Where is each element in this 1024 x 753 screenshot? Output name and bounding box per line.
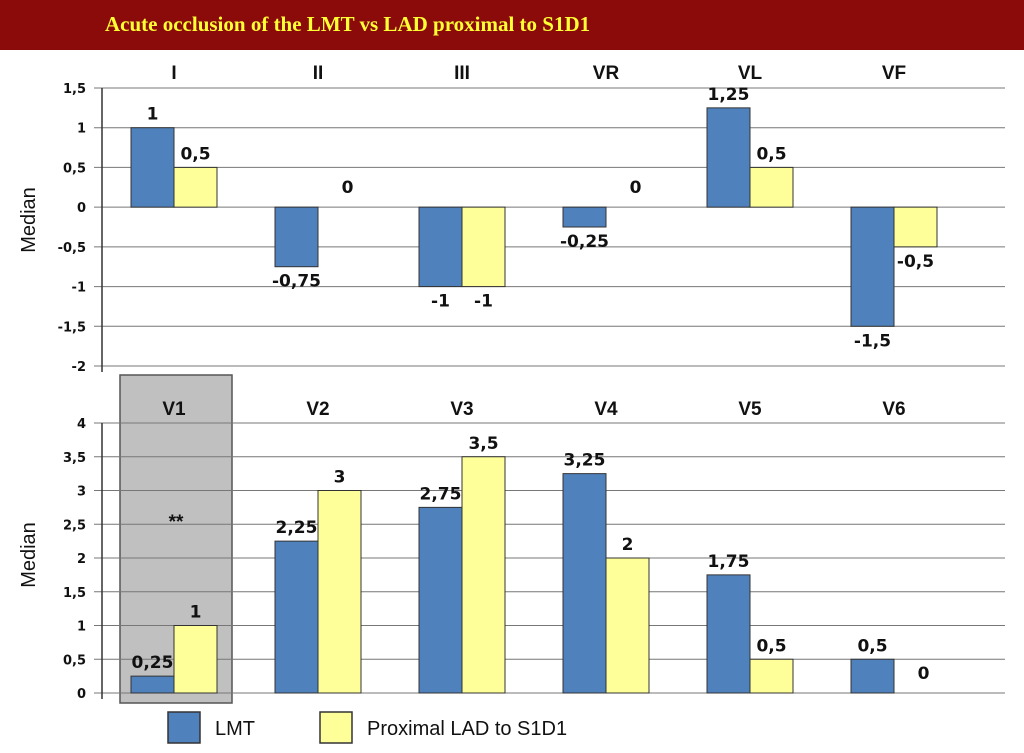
limb-ytick-label: 0,5 — [63, 161, 86, 176]
lead-label-vl: VL — [738, 63, 763, 84]
limb-ytick-label: -2 — [72, 360, 86, 375]
precordial-ytick-label: 1,5 — [63, 586, 86, 601]
precordial-ytick-label: 2 — [77, 552, 86, 567]
lead-label-ii: II — [313, 63, 324, 84]
lead-label-v6: V6 — [882, 399, 905, 420]
bar-v3-proximal-lad — [461, 456, 506, 694]
data-label-vr-lmt: -0,25 — [560, 232, 609, 252]
data-label-v3-proximal-lad: 3,5 — [468, 434, 498, 454]
bar-vf-lmt — [850, 206, 895, 327]
legend-swatch-proximal-lad — [319, 711, 353, 744]
precordial-ytick-label: 0,5 — [63, 653, 86, 668]
data-label-v4-lmt: 3,25 — [564, 451, 606, 471]
bar-v4-proximal-lad — [605, 557, 650, 694]
data-label-ii-proximal-lad: 0 — [342, 178, 354, 198]
precordial-y-axis-label: Median — [18, 522, 40, 588]
bar-i-lmt — [130, 127, 175, 208]
limb-ytick-label: -1,5 — [58, 320, 86, 335]
bar-vf-proximal-lad — [893, 206, 938, 248]
bar-vr-lmt — [562, 206, 607, 228]
lead-label-v1: V1 — [162, 399, 186, 420]
limb-y-axis-label: Median — [18, 187, 40, 253]
chart-title: Acute occlusion of the LMT vs LAD proxim… — [105, 12, 591, 36]
data-label-v6-lmt: 0,5 — [857, 636, 887, 656]
precordial-ytick-label: 4 — [77, 417, 86, 432]
lead-label-v4: V4 — [594, 399, 618, 420]
bar-v4-lmt — [562, 473, 607, 694]
data-label-vl-lmt: 1,25 — [708, 85, 750, 105]
data-label-i-lmt: 1 — [147, 105, 159, 125]
precordial-ytick-label: 1 — [77, 620, 86, 635]
precordial-ytick-label: 2,5 — [63, 518, 86, 533]
bar-vl-lmt — [706, 107, 751, 208]
data-label-iii-lmt: -1 — [431, 292, 450, 312]
data-label-v1-proximal-lad: 1 — [190, 603, 202, 623]
lead-label-i: I — [171, 63, 176, 84]
bar-v5-lmt — [706, 574, 751, 694]
data-label-vl-proximal-lad: 0,5 — [756, 144, 786, 164]
bar-v3-lmt — [418, 506, 463, 694]
bar-v6-lmt — [850, 658, 895, 694]
data-label-v5-lmt: 1,75 — [708, 552, 750, 572]
data-label-vr-proximal-lad: 0 — [630, 178, 642, 198]
data-label-ii-lmt: -0,75 — [272, 272, 321, 292]
bar-ii-lmt — [274, 206, 319, 268]
significance-annotation: ** — [169, 512, 184, 533]
data-label-v2-proximal-lad: 3 — [334, 468, 346, 488]
lead-label-vf: VF — [882, 63, 906, 84]
lead-label-vr: VR — [593, 63, 620, 84]
limb-ytick-label: 1,5 — [63, 82, 86, 97]
precordial-ytick-label: 0 — [77, 687, 86, 702]
precordial-ytick-label: 3,5 — [63, 451, 86, 466]
data-label-v3-lmt: 2,75 — [420, 484, 462, 504]
limb-ytick-label: 0 — [77, 201, 86, 216]
bar-iii-lmt — [418, 206, 463, 288]
lead-label-v3: V3 — [450, 399, 473, 420]
precordial-ytick-label: 3 — [77, 485, 86, 500]
data-label-i-proximal-lad: 0,5 — [180, 144, 210, 164]
bar-iii-proximal-lad — [461, 206, 506, 288]
lead-label-v5: V5 — [738, 399, 762, 420]
data-label-vf-lmt: -1,5 — [854, 331, 891, 351]
limb-ytick-label: -0,5 — [58, 241, 86, 256]
bar-vl-proximal-lad — [749, 166, 794, 208]
bar-i-proximal-lad — [173, 166, 218, 208]
bar-v1-lmt — [130, 675, 175, 694]
data-label-iii-proximal-lad: -1 — [474, 292, 493, 312]
limb-ytick-label: 1 — [77, 122, 86, 137]
data-label-v5-proximal-lad: 0,5 — [756, 636, 786, 656]
bar-v2-proximal-lad — [317, 490, 362, 694]
lead-label-iii: III — [454, 63, 470, 84]
bar-v5-proximal-lad — [749, 658, 794, 694]
legend-label-lmt: LMT — [215, 718, 255, 740]
bar-v1-proximal-lad — [173, 625, 218, 694]
data-label-v2-lmt: 2,25 — [276, 518, 318, 538]
lead-label-v2: V2 — [306, 399, 329, 420]
data-label-v4-proximal-lad: 2 — [622, 535, 634, 555]
legend-label-proximal-lad: Proximal LAD to S1D1 — [367, 718, 567, 740]
title-banner: Acute occlusion of the LMT vs LAD proxim… — [0, 0, 1024, 50]
data-label-v1-lmt: 0,25 — [132, 653, 174, 673]
data-label-vf-proximal-lad: -0,5 — [897, 252, 934, 272]
legend-swatch-lmt — [167, 711, 201, 744]
data-label-v6-proximal-lad: 0 — [918, 664, 930, 684]
limb-ytick-label: -1 — [72, 281, 86, 296]
bar-v2-lmt — [274, 540, 319, 694]
